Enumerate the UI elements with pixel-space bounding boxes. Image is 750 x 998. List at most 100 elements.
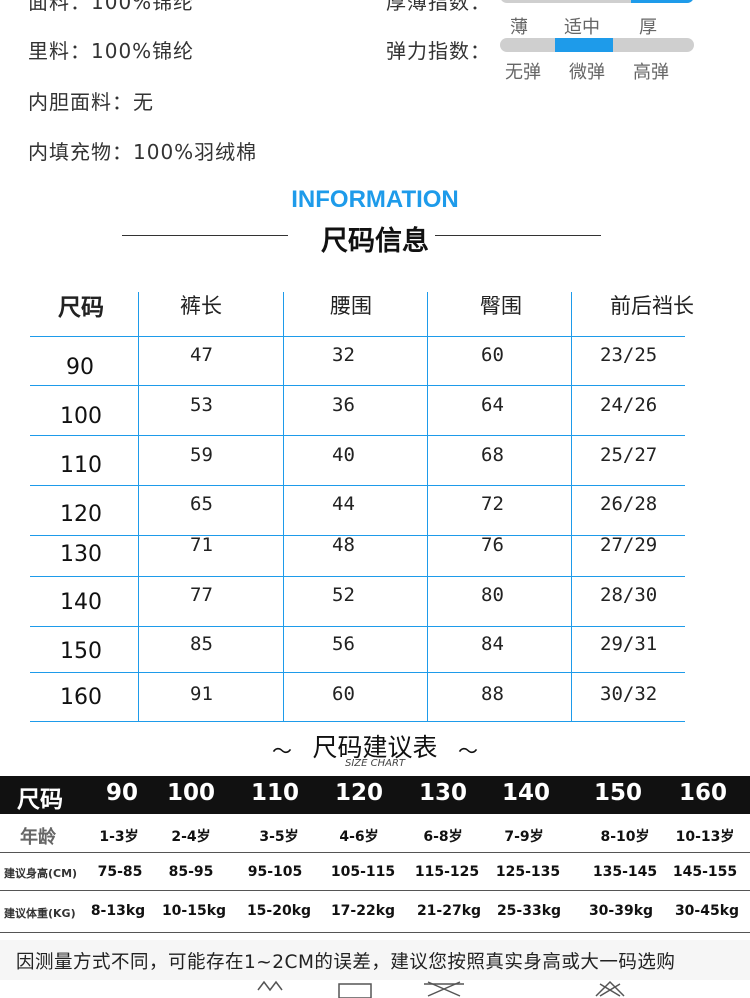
size-table-cell: 29/31 — [600, 633, 658, 655]
size-chart-cell: 125-135 — [495, 864, 561, 880]
size-chart-cell: 2-4岁 — [171, 829, 211, 845]
no-wash-icon — [424, 981, 464, 997]
column-divider — [283, 292, 284, 722]
row-divider — [30, 576, 685, 577]
size-chart-cell: 105-115 — [330, 864, 396, 880]
size-table-cell: 52 — [332, 584, 355, 606]
elastic-gauge — [500, 38, 694, 52]
row-divider — [30, 485, 685, 486]
size-table-cell: 47 — [190, 344, 213, 366]
size-table-header-length: 裤长 — [180, 294, 222, 318]
size-table-cell: 40 — [332, 444, 355, 466]
info-title-en: INFORMATION — [291, 186, 459, 213]
size-chart-cell: 6-8岁 — [423, 829, 463, 845]
divider-left — [122, 235, 288, 236]
size-table-cell: 53 — [190, 394, 213, 416]
row-divider — [30, 672, 685, 673]
size-table-cell: 64 — [481, 394, 504, 416]
thickness-option-medium: 适中 — [564, 17, 600, 38]
size-chart-size: 100 — [166, 780, 215, 806]
spec-fabric: 面料：100%锦纶 — [28, 0, 195, 14]
size-chart-cell: 135-145 — [592, 864, 658, 880]
row-divider — [30, 435, 685, 436]
size-table-cell: 76 — [481, 534, 504, 556]
thickness-label: 厚薄指数： — [386, 0, 491, 14]
column-divider — [427, 292, 428, 722]
size-table-cell: 72 — [481, 493, 504, 515]
size-table-row-size: 150 — [60, 639, 102, 664]
size-table-cell: 44 — [332, 493, 355, 515]
size-table-cell: 80 — [481, 584, 504, 606]
size-table-cell: 68 — [481, 444, 504, 466]
thickness-option-thick: 厚 — [639, 17, 657, 38]
size-table-header-hip: 臀围 — [480, 294, 522, 318]
size-chart-size: 130 — [418, 780, 467, 806]
size-table-cell: 30/32 — [600, 683, 658, 705]
size-chart-cell: 8-10岁 — [600, 829, 650, 845]
row-divider — [30, 626, 685, 627]
thickness-gauge-fill — [631, 0, 694, 3]
size-chart-cell: 10-13岁 — [675, 829, 735, 845]
size-table-cell: 91 — [190, 683, 213, 705]
size-table-cell: 65 — [190, 493, 213, 515]
elastic-gauge-fill — [555, 38, 613, 52]
size-chart-cell: 25-33kg — [496, 903, 562, 919]
size-table-cell: 88 — [481, 683, 504, 705]
size-table-cell: 28/30 — [600, 584, 658, 606]
row-divider — [0, 890, 750, 891]
size-table-row-size: 130 — [60, 542, 102, 567]
spec-lining: 里料：100%锦纶 — [28, 39, 195, 63]
size-chart-subtitle: SIZE CHART — [344, 758, 406, 769]
size-chart-cell: 8-13kg — [90, 903, 146, 919]
size-chart-size: 120 — [334, 780, 383, 806]
size-table-row-size: 140 — [60, 590, 102, 615]
size-table-cell: 60 — [481, 344, 504, 366]
size-table-cell: 25/27 — [600, 444, 658, 466]
elastic-option-none: 无弹 — [505, 62, 541, 83]
divider-right — [435, 235, 601, 236]
size-table-row-size: 110 — [60, 453, 102, 478]
column-divider — [138, 292, 139, 722]
size-chart-row-label: 建议身高(CM) — [4, 867, 78, 880]
size-chart-cell: 115-125 — [414, 864, 480, 880]
size-table-row-size: 160 — [60, 685, 102, 710]
size-table-cell: 32 — [332, 344, 355, 366]
size-table-cell: 26/28 — [600, 493, 658, 515]
size-chart-cell: 10-15kg — [161, 903, 227, 919]
size-table-cell: 27/29 — [600, 534, 658, 556]
thickness-option-thin: 薄 — [510, 17, 528, 38]
size-chart-size: 140 — [501, 780, 550, 806]
size-chart-cell: 95-105 — [247, 864, 303, 880]
size-chart-cell: 15-20kg — [246, 903, 312, 919]
tilde-ornament-left: 〜 — [272, 739, 292, 763]
size-table-header-size: 尺码 — [58, 295, 104, 321]
size-chart-cell: 30-45kg — [674, 903, 740, 919]
elastic-option-high: 高弹 — [633, 62, 669, 83]
size-table-row-size: 90 — [66, 355, 94, 380]
size-chart-cell: 17-22kg — [330, 903, 396, 919]
tilde-ornament-right: 〜 — [458, 739, 478, 763]
row-divider — [0, 932, 750, 933]
size-chart-cell: 1-3岁 — [99, 829, 139, 845]
size-chart-cell: 30-39kg — [588, 903, 654, 919]
row-divider — [30, 385, 685, 386]
row-divider — [30, 721, 685, 722]
size-table-cell: 85 — [190, 633, 213, 655]
size-table-cell: 24/26 — [600, 394, 658, 416]
size-chart-header-bar — [0, 776, 750, 814]
size-chart-cell: 85-95 — [168, 864, 214, 880]
measurement-note-text: 因测量方式不同，可能存在1~2CM的误差，建议您按照真实身高或大一码选购 — [16, 952, 676, 973]
measurement-note: 因测量方式不同，可能存在1~2CM的误差，建议您按照真实身高或大一码选购 — [0, 940, 750, 980]
size-table-row-size: 100 — [60, 404, 102, 429]
elastic-label: 弹力指数： — [386, 39, 491, 63]
size-chart-size: 110 — [250, 780, 299, 806]
size-chart-cell: 7-9岁 — [504, 829, 544, 845]
size-table-cell: 48 — [332, 534, 355, 556]
column-divider — [571, 292, 572, 722]
dry-icon — [338, 983, 372, 998]
size-chart-cell: 145-155 — [672, 864, 738, 880]
size-table-cell: 71 — [190, 534, 213, 556]
row-divider — [0, 852, 750, 853]
info-title-zh: 尺码信息 — [321, 226, 429, 257]
thickness-gauge — [500, 0, 694, 3]
